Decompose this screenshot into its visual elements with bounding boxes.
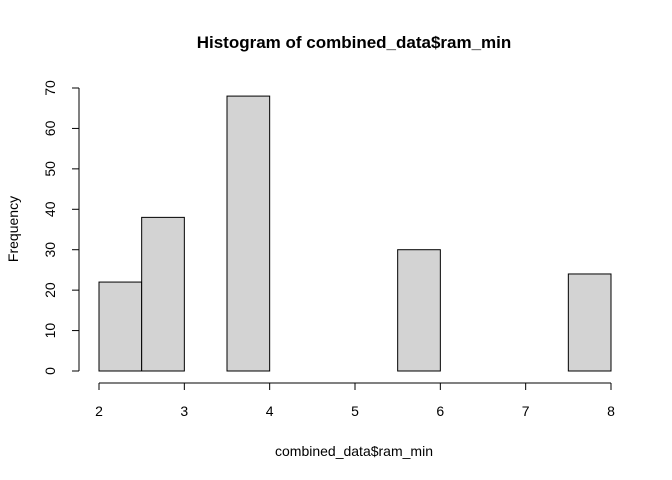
y-tick-label: 30: [42, 242, 58, 258]
chart-title: Histogram of combined_data$ram_min: [197, 33, 512, 52]
x-tick-label: 6: [436, 403, 444, 419]
x-axis-label: combined_data$ram_min: [275, 443, 433, 459]
histogram-bar: [98, 281, 143, 372]
y-tick-label: 40: [42, 201, 58, 217]
y-tick-label: 10: [42, 323, 58, 339]
x-tick-label: 2: [95, 403, 103, 419]
y-axis-label: Frequency: [5, 196, 21, 262]
y-tick-label: 60: [42, 120, 58, 136]
y-axis: 0 10 20 30 40 50 60 70: [42, 80, 80, 375]
histogram-bar: [567, 273, 612, 372]
x-tick-label: 8: [607, 403, 615, 419]
y-tick-label: 50: [42, 161, 58, 177]
x-tick-label: 7: [522, 403, 530, 419]
histogram-bar: [141, 216, 185, 372]
y-tick-label: 70: [42, 80, 58, 96]
x-axis: 2 3 4 5 6 7 8: [95, 382, 615, 419]
y-tick-label: 20: [42, 282, 58, 298]
x-tick-label: 4: [266, 403, 274, 419]
x-tick-label: 3: [180, 403, 188, 419]
y-tick-label: 0: [42, 367, 58, 375]
x-tick-label: 5: [351, 403, 359, 419]
histogram-bar: [226, 95, 271, 372]
bars-group: [98, 95, 612, 372]
histogram-bar: [397, 249, 441, 372]
